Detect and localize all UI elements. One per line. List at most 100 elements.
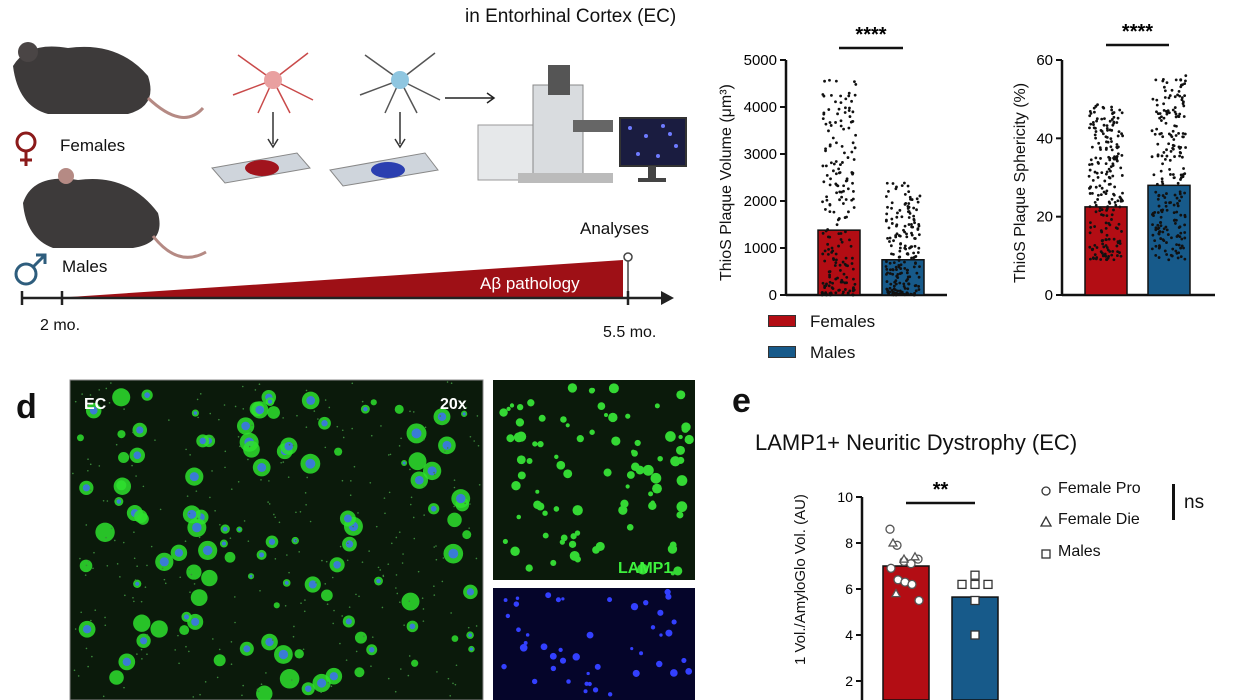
data-point	[1169, 149, 1173, 153]
data-point	[852, 288, 856, 292]
background-speck	[413, 537, 416, 540]
lamp1-plaque	[510, 546, 520, 556]
background-speck	[387, 563, 390, 565]
background-speck	[168, 419, 170, 421]
background-speck	[140, 600, 143, 603]
data-point	[1105, 124, 1109, 128]
amyloglo-core	[187, 509, 197, 519]
data-point	[906, 277, 909, 281]
data-point	[821, 164, 825, 168]
background-speck	[91, 655, 93, 658]
data-point	[853, 146, 857, 150]
background-speck	[89, 489, 92, 492]
data-point	[852, 206, 856, 209]
data-point	[1150, 247, 1154, 251]
background-speck	[475, 557, 478, 560]
data-point	[840, 240, 844, 244]
males-label: Males	[62, 257, 108, 276]
data-point	[837, 244, 840, 248]
data-point	[1116, 254, 1119, 257]
background-speck	[305, 503, 307, 506]
data-point	[1118, 195, 1122, 199]
background-speck	[423, 514, 425, 516]
data-point	[1116, 134, 1120, 138]
data-point	[1109, 145, 1113, 149]
amyloglo-plaque	[566, 679, 571, 684]
background-speck	[399, 601, 401, 604]
amyloglo-plaque	[584, 681, 589, 686]
data-point	[1104, 221, 1108, 225]
data-point	[1113, 155, 1116, 159]
lamp1-plaque	[526, 458, 533, 465]
lamp1-plaque	[597, 402, 606, 410]
data-point	[1176, 204, 1180, 208]
data-point	[1162, 116, 1166, 120]
background-speck	[473, 440, 476, 442]
background-speck	[341, 615, 343, 617]
amyloglo-core	[368, 647, 375, 653]
slide-blue-icon	[329, 152, 439, 187]
mouse-male-icon	[23, 168, 207, 259]
right-arrow-icon	[445, 92, 496, 104]
background-speck	[104, 624, 107, 627]
lamp1-plaque	[112, 388, 131, 407]
data-point	[1161, 194, 1165, 197]
point-female-pro	[885, 524, 895, 534]
data-point	[1172, 144, 1176, 148]
background-speck	[410, 496, 413, 499]
data-point	[1176, 181, 1180, 185]
data-point	[1093, 133, 1097, 137]
data-point	[1153, 239, 1157, 243]
data-point	[899, 242, 902, 246]
background-speck	[74, 400, 77, 403]
background-speck	[302, 648, 305, 651]
data-point	[1173, 106, 1177, 109]
data-point	[1107, 200, 1111, 204]
background-speck	[349, 494, 352, 497]
data-point	[906, 287, 910, 291]
lamp1-plaque	[511, 481, 521, 491]
lamp1-plaque	[626, 523, 634, 531]
data-point	[1173, 110, 1177, 114]
background-speck	[408, 655, 411, 657]
down-arrow-icon	[394, 112, 406, 149]
lamp1-plaque	[565, 423, 570, 428]
data-point	[1098, 206, 1102, 210]
background-speck	[295, 511, 297, 514]
point-female-pro	[907, 579, 917, 590]
data-point	[848, 115, 852, 118]
data-point	[912, 214, 916, 218]
data-point	[1104, 244, 1108, 247]
data-point	[1183, 236, 1187, 240]
amyloglo-core	[82, 625, 92, 634]
chart3-ylabel: 1 Vol./AmyloGlo Vol. (AU)	[792, 494, 809, 666]
background-speck	[324, 583, 327, 585]
y-tick-label: 1000	[744, 240, 777, 257]
lamp1-plaque	[499, 408, 508, 417]
data-point	[1111, 174, 1115, 178]
background-speck	[154, 439, 156, 441]
data-point	[1181, 135, 1185, 139]
data-point	[1092, 126, 1096, 130]
data-point	[1167, 258, 1171, 262]
data-point	[888, 290, 892, 294]
amyloglo-plaque	[657, 609, 664, 616]
female-symbol-icon	[15, 131, 37, 166]
data-point	[1100, 251, 1104, 255]
background-speck	[198, 536, 201, 539]
data-point	[1156, 153, 1160, 157]
data-point	[1109, 137, 1113, 141]
amyloglo-core	[221, 541, 226, 546]
data-point	[907, 216, 911, 219]
background-speck	[325, 560, 328, 563]
data-point	[822, 180, 826, 184]
data-point	[827, 129, 830, 133]
data-point	[905, 268, 909, 272]
background-speck	[433, 471, 435, 474]
data-point	[836, 276, 839, 280]
background-speck	[315, 581, 317, 584]
data-point	[894, 288, 897, 292]
background-speck	[446, 381, 449, 383]
data-point	[1092, 123, 1095, 127]
y-tick-label: 60	[1036, 52, 1053, 69]
